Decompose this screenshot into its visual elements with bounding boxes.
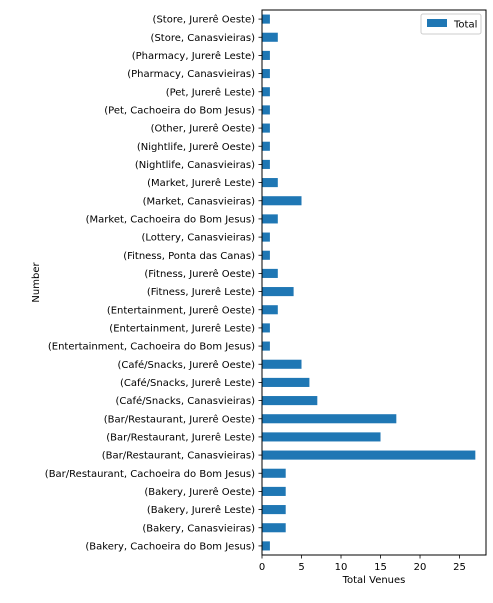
bar-bakery-jurer-oeste	[262, 486, 286, 496]
y-tick-label: (Bakery, Cachoeira do Bom Jesus)	[85, 541, 255, 552]
bar-fitness-ponta-das-canas	[262, 250, 270, 260]
bar-lottery-canasvieiras	[262, 232, 270, 242]
y-tick-label: (Bar/Restaurant, Cachoeira do Bom Jesus)	[45, 469, 255, 480]
bar-bar-restaurant-jurer-leste	[262, 432, 381, 442]
bar-caf-snacks-jurer-leste	[262, 377, 310, 387]
y-tick-label: (Other, Jurerê Oeste)	[151, 123, 256, 135]
bar-entertainment-jurer-leste	[262, 323, 270, 333]
bar-fitness-jurer-oeste	[262, 268, 278, 278]
bar-market-canasvieiras	[262, 196, 302, 206]
bar-bar-restaurant-canasvieiras	[262, 450, 476, 460]
y-tick-label: (Lottery, Canasvieiras)	[141, 233, 255, 244]
x-tick-label: 25	[453, 562, 466, 573]
y-tick-label: (Bakery, Jurerê Oeste)	[144, 486, 255, 498]
y-tick-label: (Bakery, Jurerê Leste)	[147, 504, 255, 516]
y-tick-label: (Bakery, Canasvieiras)	[142, 523, 255, 534]
bar-caf-snacks-jurer-oeste	[262, 359, 302, 369]
y-tick-label: (Store, Canasvieiras)	[151, 33, 256, 44]
y-tick-layer: (Bakery, Cachoeira do Bom Jesus) (Bakery,…	[45, 14, 262, 552]
y-tick-label: (Nightlife, Jurerê Oeste)	[137, 141, 255, 153]
y-tick-label: (Nightlife, Canasvieiras)	[135, 160, 255, 171]
x-tick-label: 5	[298, 562, 304, 573]
bars-layer	[262, 14, 476, 551]
y-axis-title: Number	[31, 262, 42, 303]
y-tick-label: (Fitness, Ponta das Canas)	[123, 251, 255, 262]
y-tick-label: (Bar/Restaurant, Canasvieiras)	[102, 451, 255, 462]
y-tick-label: (Café/Snacks, Canasvieiras)	[116, 395, 256, 407]
bar-store-canasvieiras	[262, 32, 278, 42]
x-tick-label: 0	[259, 562, 265, 573]
bar-nightlife-canasvieiras	[262, 159, 270, 169]
bar-other-jurer-oeste	[262, 123, 270, 133]
bar-fitness-jurer-leste	[262, 287, 294, 297]
bar-market-cachoeira-do-bom-jesus	[262, 214, 278, 224]
y-tick-label: (Store, Jurerê Oeste)	[153, 14, 256, 26]
y-tick-label: (Café/Snacks, Jurerê Leste)	[120, 377, 255, 389]
bar-bakery-jurer-leste	[262, 505, 286, 515]
bar-bakery-canasvieiras	[262, 523, 286, 533]
x-axis-title: Total Venues	[342, 575, 406, 586]
bar-caf-snacks-canasvieiras	[262, 396, 318, 406]
y-tick-label: (Bar/Restaurant, Jurerê Leste)	[106, 431, 255, 443]
bar-store-jurer-oeste	[262, 14, 270, 24]
bar-market-jurer-leste	[262, 178, 278, 188]
y-tick-label: (Entertainment, Jurerê Oeste)	[107, 304, 255, 316]
y-tick-label: (Market, Jurerê Leste)	[147, 177, 255, 189]
bar-pharmacy-jurer-leste	[262, 50, 270, 60]
y-tick-label: (Pharmacy, Jurerê Leste)	[132, 50, 255, 62]
y-tick-label: (Café/Snacks, Jurerê Oeste)	[118, 359, 256, 371]
y-tick-label: (Pet, Jurerê Leste)	[166, 86, 255, 98]
bar-entertainment-cachoeira-do-bom-jesus	[262, 341, 270, 351]
bar-bar-restaurant-cachoeira-do-bom-jesus	[262, 468, 286, 478]
x-tick-layer: 0 5 10 15 20 25	[259, 555, 466, 573]
plot-frame	[261, 9, 487, 556]
bar-entertainment-jurer-oeste	[262, 305, 278, 315]
y-tick-label: (Pharmacy, Canasvieiras)	[127, 69, 255, 80]
legend-swatch	[427, 19, 447, 27]
legend-label: Total	[453, 20, 477, 31]
bar-nightlife-jurer-oeste	[262, 141, 270, 151]
y-tick-label: (Market, Canasvieiras)	[143, 196, 255, 207]
y-tick-label: (Bar/Restaurant, Jurerê Oeste)	[104, 413, 255, 425]
x-tick-label: 20	[414, 562, 427, 573]
x-tick-label: 10	[335, 562, 348, 573]
bar-pet-cachoeira-do-bom-jesus	[262, 105, 270, 115]
y-tick-label: (Pet, Cachoeira do Bom Jesus)	[104, 105, 255, 116]
y-tick-label: (Market, Cachoeira do Bom Jesus)	[86, 214, 255, 225]
y-tick-label: (Fitness, Jurerê Leste)	[147, 286, 255, 298]
legend: Total	[420, 13, 482, 35]
bar-pet-jurer-leste	[262, 87, 270, 97]
bar-bar-restaurant-jurer-oeste	[262, 414, 397, 424]
bar-pharmacy-canasvieiras	[262, 69, 270, 79]
x-tick-label: 15	[374, 562, 387, 573]
y-tick-label: (Fitness, Jurerê Oeste)	[144, 268, 255, 280]
y-tick-label: (Entertainment, Jurerê Leste)	[109, 322, 255, 334]
y-tick-label: (Entertainment, Cachoeira do Bom Jesus)	[48, 342, 255, 353]
bar-bakery-cachoeira-do-bom-jesus	[262, 541, 270, 551]
